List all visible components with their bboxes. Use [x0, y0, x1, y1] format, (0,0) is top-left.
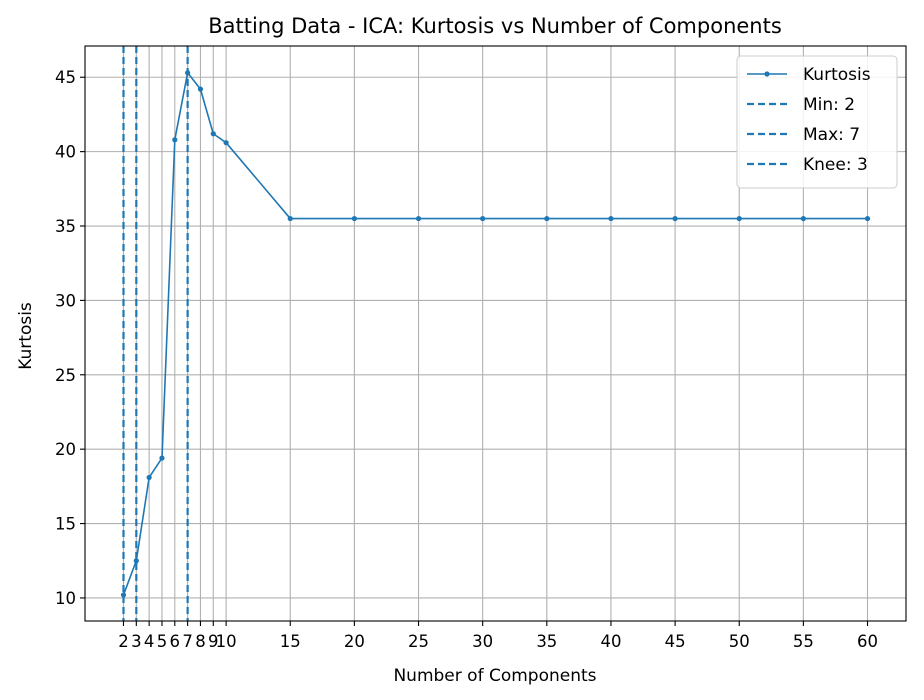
legend-marker — [764, 71, 770, 77]
ticks: 2 3 4 5 6 7 8 910 15 20 25 30 35 40 45 50 55 601015202530… — [55, 68, 878, 651]
data-point — [185, 70, 191, 76]
x-tick-label: 45 — [665, 632, 686, 651]
y-tick-label: 25 — [55, 366, 76, 385]
series — [120, 70, 871, 598]
legend-box — [736, 55, 898, 189]
x-tick-label: 35 — [536, 632, 557, 651]
data-point — [197, 86, 204, 92]
data-point — [608, 215, 614, 222]
legend-label: Kurtosis — [803, 65, 871, 85]
legend-label: Max: 7 — [803, 125, 860, 145]
legend-label: Knee: 3 — [803, 155, 868, 175]
legend-label: Min: 2 — [803, 95, 855, 115]
data-point — [544, 215, 550, 222]
y-tick-label: 10 — [55, 589, 76, 608]
data-point — [133, 558, 139, 564]
legend: Kurtosis Min: 2 Max: 7 Knee: 3 — [736, 55, 898, 189]
data-point — [287, 215, 293, 222]
x-tick-label: 7 — [182, 632, 193, 651]
x-tick-label: 3 — [131, 632, 142, 651]
data-point — [210, 131, 216, 137]
data-point — [159, 455, 165, 461]
reference-lines — [122, 46, 189, 621]
x-tick-label: 25 — [408, 632, 429, 651]
x-tick-label: 9 — [208, 632, 219, 651]
x-tick-label: 4 — [144, 632, 155, 651]
x-axis-label: Number of Components — [393, 666, 596, 686]
y-tick-label: 35 — [55, 217, 76, 236]
x-tick-label: 60 — [857, 632, 878, 651]
data-point — [736, 215, 742, 222]
y-tick-label: 30 — [55, 291, 76, 310]
data-point — [800, 215, 806, 222]
x-tick-label: 15 — [280, 632, 301, 651]
data-point — [672, 215, 678, 222]
x-tick-label: 5 — [157, 632, 168, 651]
x-tick-label: 55 — [793, 632, 814, 651]
x-tick-label: 10 — [216, 632, 237, 651]
chart-title: Batting Data - ICA: Kurtosis vs Number o… — [208, 14, 782, 38]
y-tick-label: 45 — [55, 68, 76, 87]
x-tick-label: 50 — [729, 632, 750, 651]
x-tick-label: 6 — [170, 632, 181, 651]
data-point — [864, 215, 871, 222]
data-point — [120, 592, 127, 598]
data-point — [146, 474, 152, 481]
y-tick-label: 20 — [55, 440, 76, 459]
x-tick-label: 20 — [344, 632, 365, 651]
data-point — [415, 215, 422, 222]
x-tick-label: 8 — [195, 632, 206, 651]
data-point — [223, 140, 229, 146]
y-tick-label: 40 — [55, 143, 76, 162]
data-point — [480, 215, 486, 222]
data-point — [172, 137, 178, 143]
x-tick-label: 2 — [118, 632, 129, 651]
plot-frame — [84, 45, 907, 622]
y-axis-label: Kurtosis — [16, 302, 36, 370]
data-point — [351, 215, 357, 222]
y-tick-label: 15 — [55, 515, 76, 534]
x-tick-label: 40 — [600, 632, 621, 651]
x-tick-label: 30 — [472, 632, 493, 651]
